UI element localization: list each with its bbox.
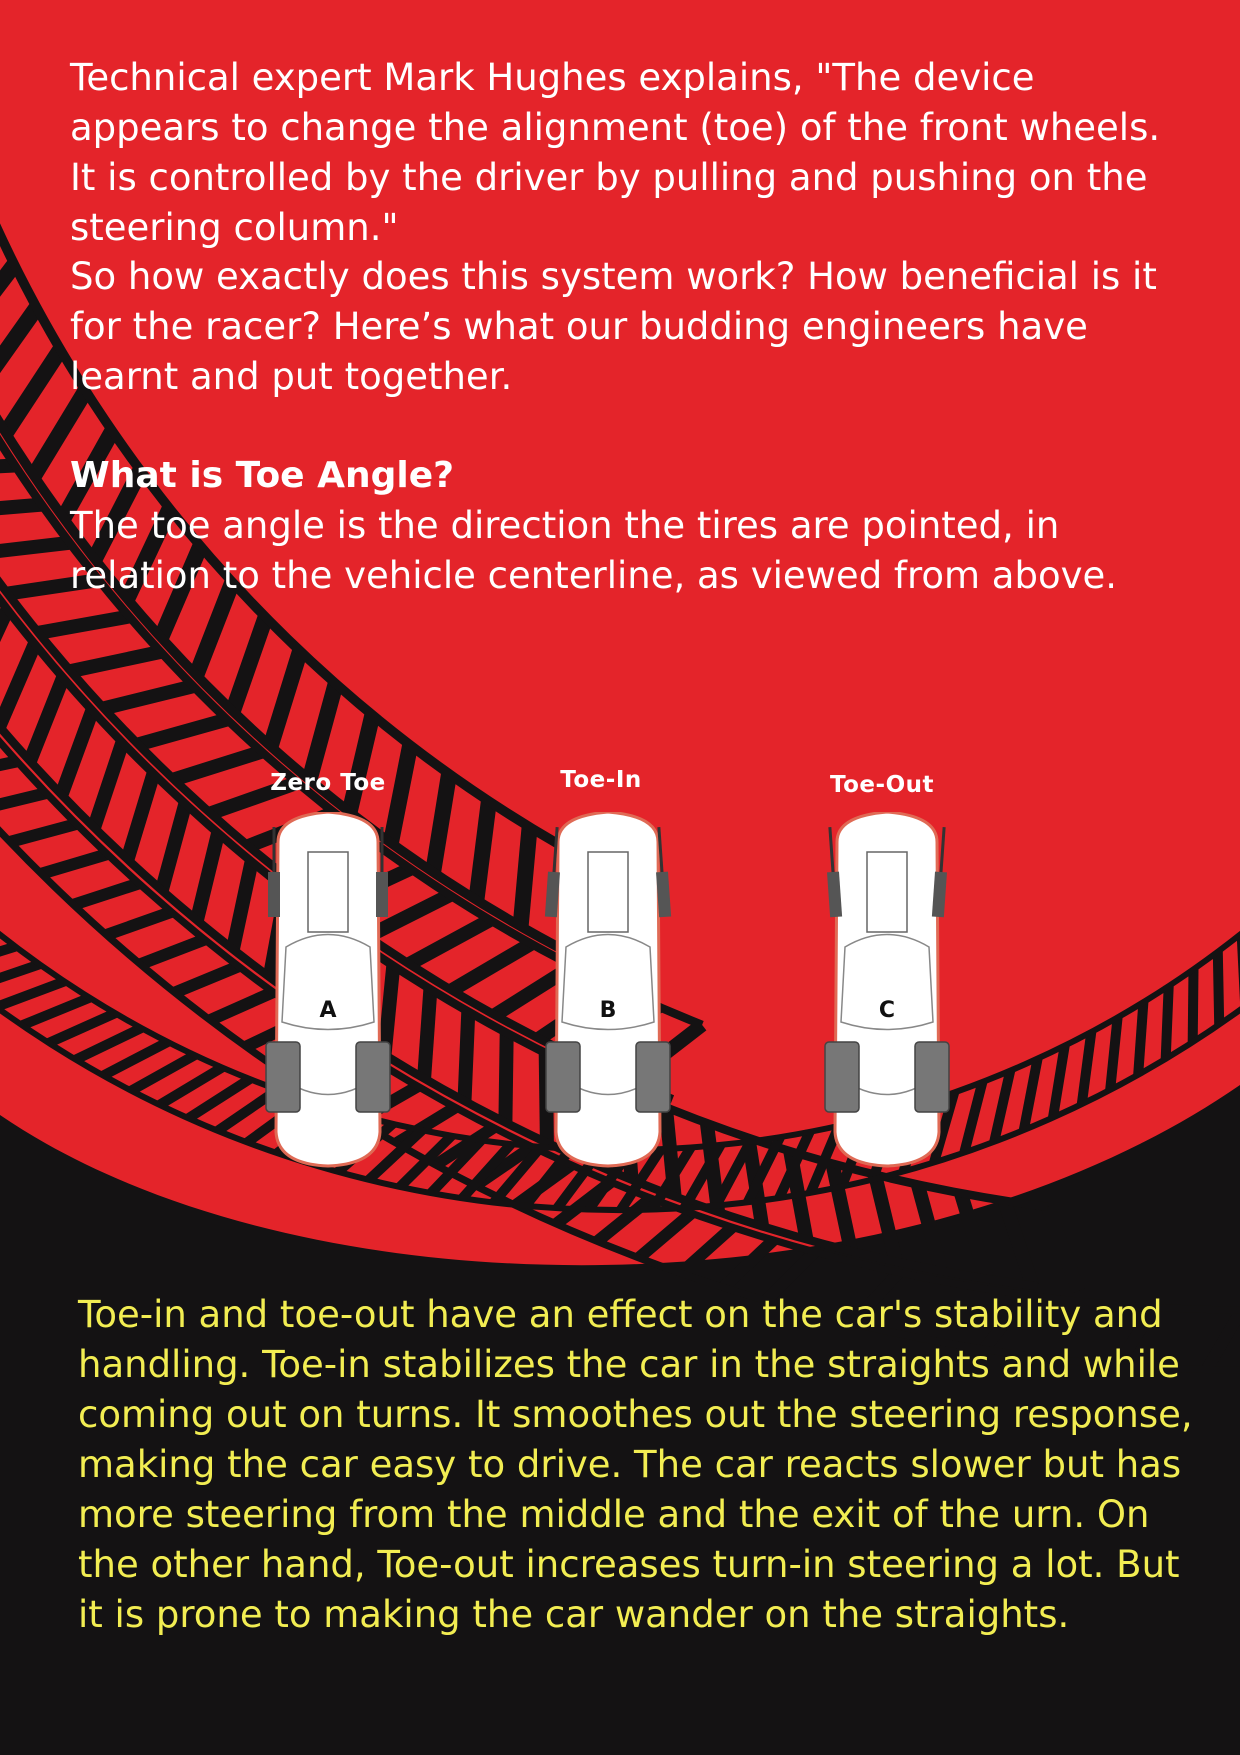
car-body-icon (265, 812, 391, 1168)
front-wheel-right (656, 827, 672, 918)
car-body-icon (544, 812, 672, 1168)
car-body-shape (274, 812, 382, 1168)
rear-wheel-right (635, 1041, 671, 1113)
toe-out-label: Toe-Out (829, 772, 935, 798)
car-diagram-zero-toe: A (258, 812, 398, 1168)
rear-wheel-right (914, 1041, 950, 1113)
definition-paragraph: The toe angle is the direction the tires… (70, 504, 1118, 597)
hood-panel (307, 851, 349, 933)
toe-effects-paragraph: Toe-in and toe-out have an effect on the… (78, 1293, 1193, 1636)
front-wheel-left (544, 827, 560, 918)
hood-panel (866, 851, 908, 933)
rear-wheel-right (355, 1041, 391, 1113)
intro-paragraph: Technical expert Mark Hughes explains, "… (70, 56, 1161, 249)
section-heading: What is Toe Angle? (70, 455, 455, 496)
rear-wheel-left (545, 1041, 581, 1113)
car-letter-label: A (319, 998, 337, 1023)
question-paragraph: So how exactly does this system work? Ho… (70, 255, 1157, 398)
front-wheel-right (931, 827, 947, 918)
car-body-shape (554, 812, 662, 1168)
car-diagram-toe-out: C (817, 812, 957, 1168)
rear-wheel-left (824, 1041, 860, 1113)
front-wheel-left (827, 827, 843, 918)
toe-in-label: Toe-In (560, 767, 642, 793)
cockpit-outline (840, 933, 934, 1031)
cockpit-outline (281, 933, 375, 1031)
rear-wheel-left (265, 1041, 301, 1113)
front-wheel-right (376, 827, 388, 917)
car-body-icon (824, 812, 950, 1168)
hood-panel (587, 851, 629, 933)
cockpit-outline (561, 933, 655, 1031)
car-letter-label: C (878, 998, 896, 1023)
front-wheel-left (268, 827, 280, 917)
car-body-shape (833, 812, 941, 1168)
car-diagram-toe-in: B (538, 812, 678, 1168)
car-letter-label: B (599, 998, 617, 1023)
zero-toe-label: Zero Toe (270, 770, 386, 796)
